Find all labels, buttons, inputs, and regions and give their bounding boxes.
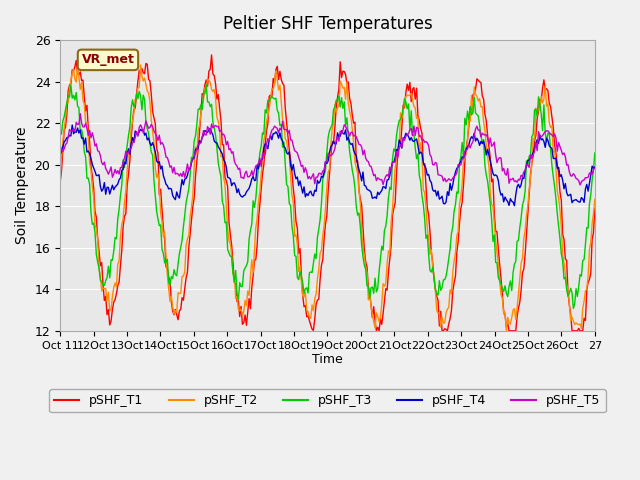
pSHF_T4 bbox=[446, 180, 454, 186]
Y-axis label: Soil Temperature: Soil Temperature bbox=[15, 127, 29, 244]
pSHF_T3 bbox=[120, 165, 128, 170]
pSHF_T3 bbox=[232, 268, 239, 274]
pSHF_T1 bbox=[447, 308, 455, 313]
pSHF_T4 bbox=[56, 151, 64, 157]
pSHF_T5 bbox=[232, 162, 239, 168]
pSHF_T5 bbox=[394, 155, 402, 160]
pSHF_T2 bbox=[394, 151, 402, 157]
pSHF_T2 bbox=[56, 176, 64, 181]
pSHF_T3 bbox=[56, 132, 64, 138]
pSHF_T3 bbox=[269, 95, 277, 101]
pSHF_T3 bbox=[570, 306, 577, 312]
pSHF_T5 bbox=[76, 111, 84, 117]
pSHF_T1 bbox=[232, 281, 239, 287]
pSHF_T5 bbox=[269, 126, 277, 132]
pSHF_T4 bbox=[232, 183, 239, 189]
Line: pSHF_T2: pSHF_T2 bbox=[60, 65, 595, 331]
pSHF_T3 bbox=[394, 124, 402, 130]
Legend: pSHF_T1, pSHF_T2, pSHF_T3, pSHF_T4, pSHF_T5: pSHF_T1, pSHF_T2, pSHF_T3, pSHF_T4, pSHF… bbox=[49, 389, 605, 412]
pSHF_T1 bbox=[208, 52, 216, 58]
pSHF_T1 bbox=[56, 180, 64, 185]
pSHF_T1 bbox=[372, 328, 380, 334]
pSHF_T2 bbox=[444, 306, 451, 312]
Line: pSHF_T3: pSHF_T3 bbox=[60, 84, 595, 309]
pSHF_T2 bbox=[232, 296, 239, 301]
pSHF_T4 bbox=[68, 122, 76, 128]
pSHF_T1 bbox=[396, 141, 403, 147]
pSHF_T3 bbox=[446, 246, 454, 252]
pSHF_T4 bbox=[511, 203, 518, 209]
Line: pSHF_T4: pSHF_T4 bbox=[60, 125, 595, 206]
Line: pSHF_T5: pSHF_T5 bbox=[60, 114, 595, 185]
pSHF_T4 bbox=[394, 148, 402, 154]
pSHF_T5 bbox=[591, 165, 598, 171]
pSHF_T1 bbox=[269, 76, 277, 82]
pSHF_T2 bbox=[591, 196, 598, 202]
pSHF_T2 bbox=[502, 328, 510, 334]
pSHF_T4 bbox=[122, 161, 130, 167]
pSHF_T5 bbox=[446, 177, 454, 183]
pSHF_T5 bbox=[122, 148, 130, 154]
pSHF_T5 bbox=[56, 153, 64, 159]
Line: pSHF_T1: pSHF_T1 bbox=[60, 55, 595, 331]
pSHF_T2 bbox=[269, 87, 277, 93]
pSHF_T1 bbox=[591, 206, 598, 212]
pSHF_T1 bbox=[445, 321, 452, 327]
pSHF_T4 bbox=[591, 164, 598, 170]
pSHF_T3 bbox=[202, 82, 210, 87]
Text: VR_met: VR_met bbox=[81, 53, 134, 66]
pSHF_T5 bbox=[576, 182, 584, 188]
pSHF_T3 bbox=[444, 265, 451, 271]
pSHF_T2 bbox=[446, 287, 454, 292]
pSHF_T1 bbox=[120, 213, 128, 219]
Title: Peltier SHF Temperatures: Peltier SHF Temperatures bbox=[223, 15, 433, 33]
pSHF_T3 bbox=[591, 150, 598, 156]
pSHF_T4 bbox=[269, 131, 277, 136]
pSHF_T2 bbox=[137, 62, 145, 68]
pSHF_T4 bbox=[444, 189, 451, 195]
pSHF_T2 bbox=[120, 199, 128, 205]
pSHF_T5 bbox=[444, 178, 451, 183]
X-axis label: Time: Time bbox=[312, 353, 343, 366]
